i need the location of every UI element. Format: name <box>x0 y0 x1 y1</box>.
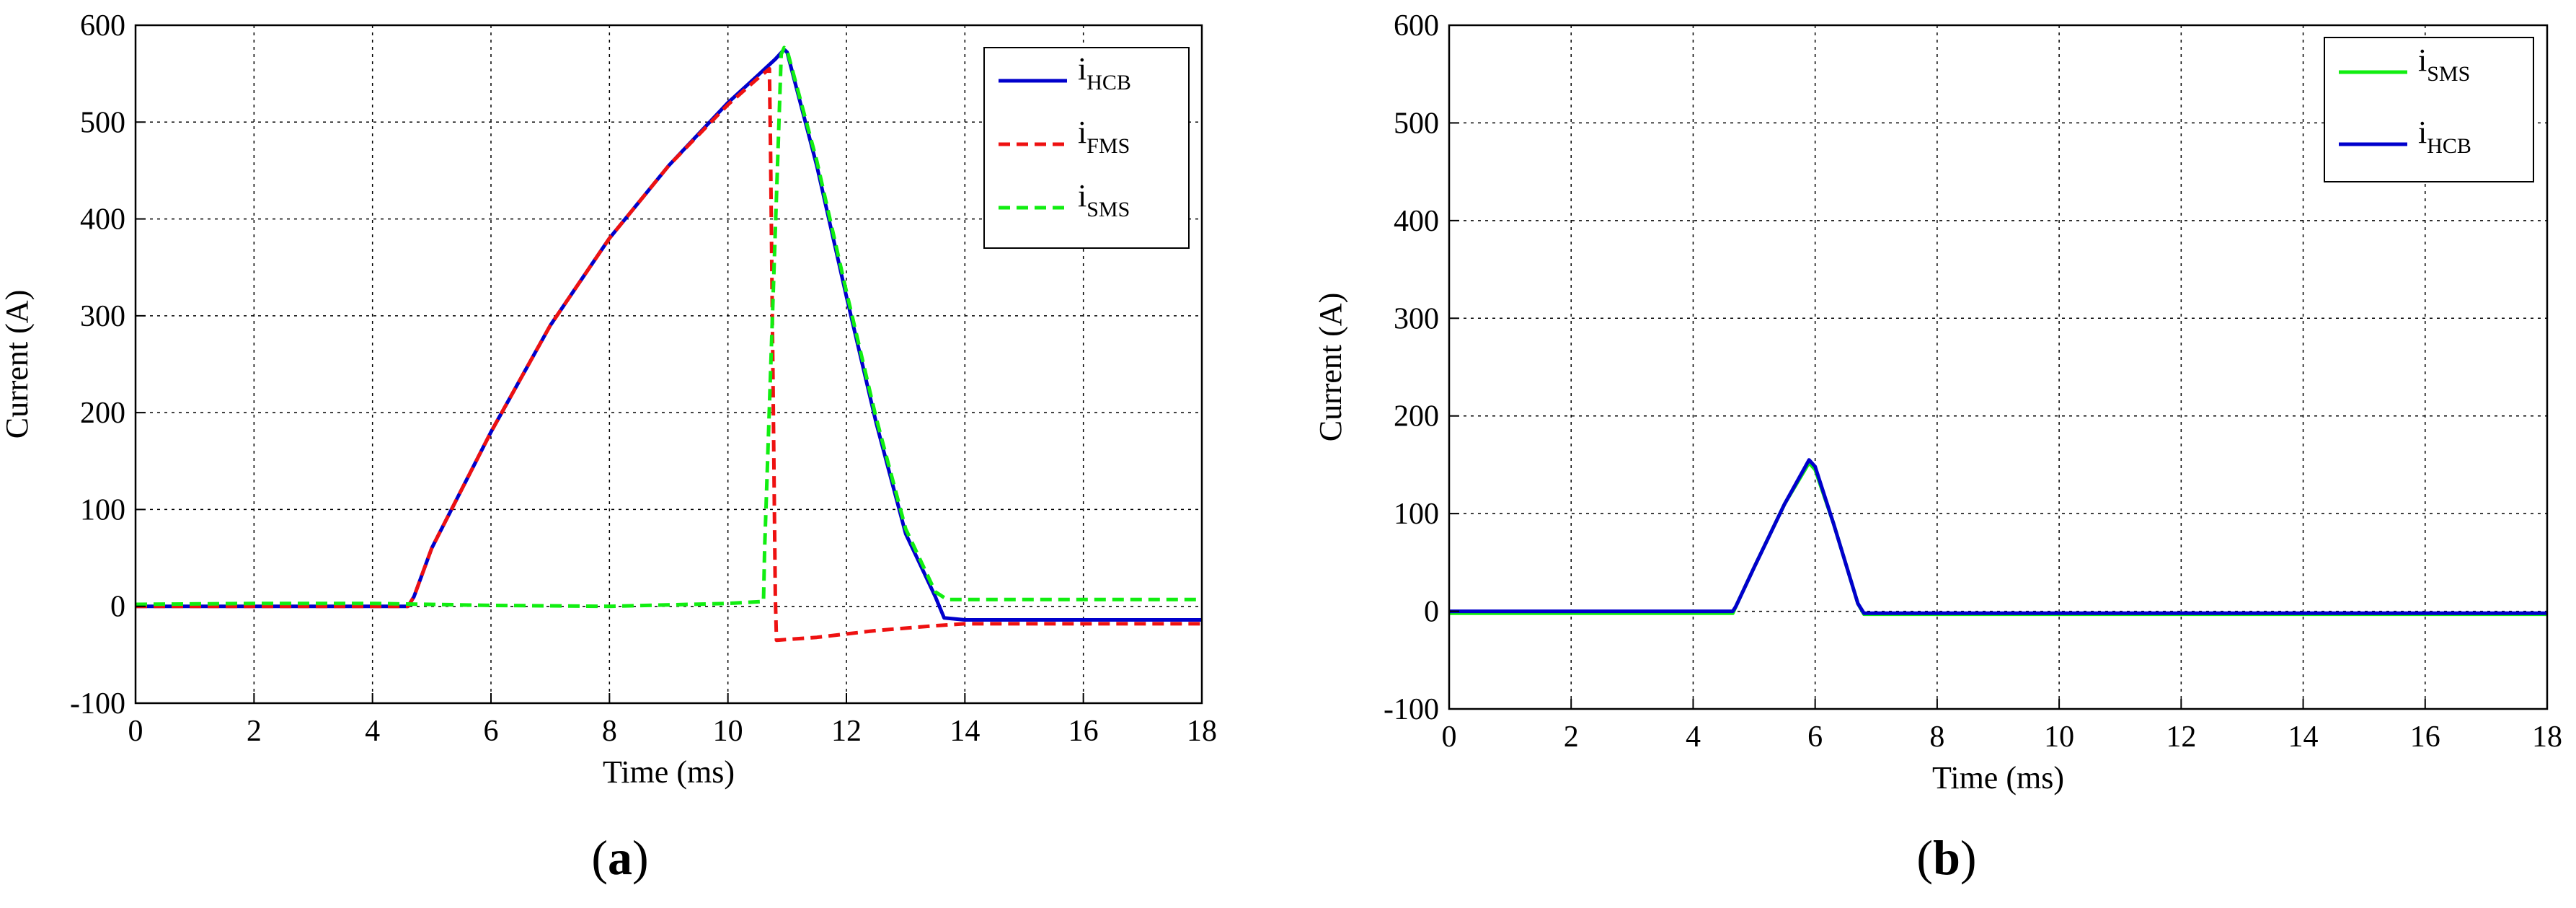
x-tick-label: 8 <box>1929 720 1944 754</box>
chart-panel-b: 0 2 4 6 8 10 12 14 16 18-1000100200300400500600Ti… <box>1313 9 2562 885</box>
legend-label-subscript: SMS <box>2427 62 2470 86</box>
y-tick-label: 300 <box>80 300 125 333</box>
legend-label-fms: iFMS <box>1078 115 1130 158</box>
panel-label: (a) <box>591 830 648 885</box>
y-tick-label: 300 <box>1394 302 1439 335</box>
y-axis-label: Current (A) <box>0 290 35 439</box>
legend-label-subscript: HCB <box>1086 71 1131 94</box>
axes-frame <box>1448 24 2549 710</box>
x-tick-label: 2 <box>1564 720 1579 754</box>
panel-label-paren-open: ( <box>1916 830 1933 885</box>
legend-label-subscript: SMS <box>1086 198 1130 221</box>
y-axis-label: Current (A) <box>1313 293 1348 442</box>
series-line-hcb <box>1449 458 2547 615</box>
x-axis-label: Time (ms) <box>1932 760 2064 795</box>
panel-label-paren-open: ( <box>591 830 608 885</box>
y-tick-label: 100 <box>1394 498 1439 531</box>
y-tick-label: 0 <box>110 591 125 624</box>
x-tick-label: 10 <box>713 715 743 748</box>
legend-label-base: i <box>2418 43 2427 78</box>
x-tick-label: 2 <box>247 715 262 748</box>
legend-label-base: i <box>2418 115 2427 150</box>
legend-label-sms: iSMS <box>2418 43 2470 86</box>
panel-label: (b) <box>1916 830 1976 885</box>
x-tick-label: 0 <box>1442 720 1457 754</box>
y-tick-label: 200 <box>80 397 125 430</box>
legend-label-hcb: iHCB <box>1078 51 1131 94</box>
y-tick-label: 600 <box>80 9 125 43</box>
x-tick-label: 10 <box>2044 720 2074 754</box>
x-tick-label: 16 <box>1068 715 1099 748</box>
legend-label-sms: iSMS <box>1078 178 1130 221</box>
legend-box <box>2324 37 2534 182</box>
axes-frame <box>134 24 1203 705</box>
x-tick-label: 18 <box>1187 715 1217 748</box>
x-tick-label: 8 <box>602 715 617 748</box>
x-axis-label: Time (ms) <box>603 754 735 790</box>
y-tick-label: 200 <box>1394 400 1439 433</box>
y-tick-label: 100 <box>80 493 125 526</box>
x-tick-label: 0 <box>128 715 143 748</box>
x-tick-label: 6 <box>1807 720 1823 754</box>
series-line-fms <box>136 66 1202 643</box>
legend-label-subscript: HCB <box>2427 134 2471 158</box>
x-tick-label: 4 <box>365 715 380 748</box>
x-tick-label: 16 <box>2410 720 2440 754</box>
panel-label-paren-close: ) <box>1960 830 1977 885</box>
x-tick-label: 6 <box>484 715 499 748</box>
x-tick-label: 14 <box>2288 720 2319 754</box>
x-tick-label: 12 <box>2166 720 2196 754</box>
chart-panel-a: 0 2 4 6 8 10 12 14 16 18-1000100200300400500600Ti… <box>0 9 1217 885</box>
y-tick-label: 400 <box>1394 205 1439 238</box>
x-tick-label: 18 <box>2532 720 2562 754</box>
y-tick-label: 500 <box>80 106 125 139</box>
y-tick-label: 400 <box>80 203 125 237</box>
x-tick-label: 4 <box>1686 720 1701 754</box>
panel-label-letter: b <box>1933 830 1960 885</box>
y-tick-label: 600 <box>1394 9 1439 43</box>
legend-label-subscript: FMS <box>1086 134 1130 158</box>
legend-label-base: i <box>1078 178 1086 213</box>
x-tick-label: 14 <box>950 715 980 748</box>
legend-label-base: i <box>1078 51 1086 87</box>
panel-label-letter: a <box>608 830 632 885</box>
panel-label-paren-close: ) <box>632 830 649 885</box>
y-tick-label: -100 <box>70 687 125 720</box>
y-tick-label: 500 <box>1394 107 1439 140</box>
y-tick-label: 0 <box>1424 596 1439 629</box>
legend-label-base: i <box>1078 115 1086 150</box>
x-tick-label: 12 <box>831 715 862 748</box>
y-tick-label: -100 <box>1384 693 1439 726</box>
legend-label-hcb: iHCB <box>2418 115 2471 158</box>
